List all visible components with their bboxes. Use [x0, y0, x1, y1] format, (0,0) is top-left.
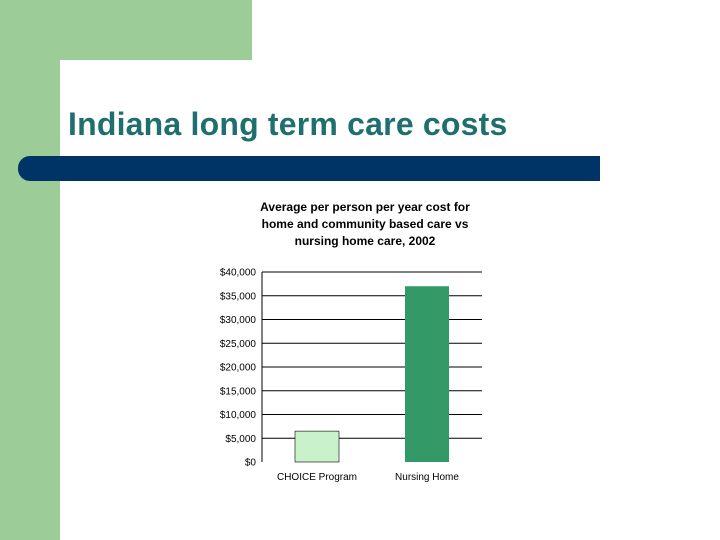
decorative-top-block — [60, 0, 252, 60]
chart-title-line-2: home and community based care vs — [261, 217, 469, 231]
slide-title: Indiana long term care costs — [68, 106, 508, 142]
bar — [294, 430, 340, 463]
decorative-sidebar — [0, 0, 60, 540]
x-tick-label: CHOICE Program — [277, 472, 357, 483]
chart-title-line-1: Average per person per year cost for — [260, 200, 470, 214]
decorative-corner — [60, 60, 120, 120]
y-tick-label: $0 — [245, 458, 257, 469]
y-tick-label: $30,000 — [220, 315, 257, 326]
title-underline-bar — [18, 156, 600, 181]
y-tick-label: $25,000 — [220, 339, 257, 350]
bar — [405, 286, 449, 462]
y-tick-label: $10,000 — [220, 410, 257, 421]
y-tick-label: $35,000 — [220, 291, 257, 302]
chart-title: Average per person per year cost for hom… — [200, 199, 530, 250]
y-tick-label: $5,000 — [225, 434, 256, 445]
y-tick-label: $15,000 — [220, 386, 257, 397]
y-tick-label: $40,000 — [220, 268, 257, 279]
chart-title-line-3: nursing home care, 2002 — [294, 234, 436, 248]
y-tick-label: $20,000 — [220, 363, 257, 374]
x-tick-label: Nursing Home — [395, 472, 459, 483]
